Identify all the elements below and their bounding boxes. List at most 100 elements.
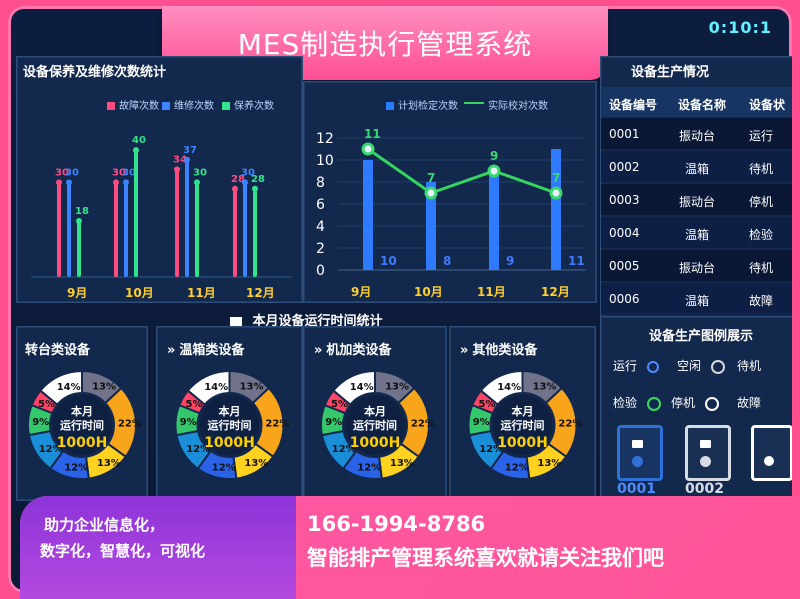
runtime-card-4-title: » 其他类设备 bbox=[460, 339, 537, 358]
maintenance-bar bbox=[185, 157, 189, 277]
runtime-center-line-1: 本月 bbox=[71, 404, 93, 418]
maintenance-value-label: 28 bbox=[251, 174, 265, 185]
runtime-center-line-2: 运行时间 bbox=[60, 418, 104, 432]
maintenance-bar bbox=[195, 180, 199, 277]
maintenance-value-label: 18 bbox=[75, 206, 89, 217]
runtime-donut-center bbox=[199, 395, 260, 455]
runtime-segment-label: 14% bbox=[204, 382, 228, 393]
cell-id-3: 0003 bbox=[609, 193, 640, 207]
cell-status-2: 待机 bbox=[749, 162, 774, 176]
machine-knob-icon-2 bbox=[700, 456, 711, 467]
maintenance-bar bbox=[67, 180, 71, 277]
inspection-actual-value: 7 bbox=[427, 171, 435, 185]
runtime-center-value: 1000H bbox=[57, 435, 108, 451]
runtime-card-3: » 机加类设备 13% 22% 13% 12% 12% 9% 5% 14% 本月 运行时间 1000H bbox=[303, 326, 447, 501]
runtime-segment-label: 13% bbox=[97, 458, 121, 469]
maintenance-value-label: 34 bbox=[173, 154, 187, 165]
maintenance-bar bbox=[175, 167, 179, 277]
header-device-status: 设备状 bbox=[749, 98, 786, 112]
legend-label-maintain: 保养次数 bbox=[234, 101, 274, 112]
runtime-segment-label: 5% bbox=[478, 399, 495, 410]
maintenance-value-label: 40 bbox=[132, 135, 146, 146]
runtime-donut-center bbox=[345, 395, 405, 455]
status-inspect-icon bbox=[646, 396, 661, 411]
runtime-center-value: 1000H bbox=[497, 435, 548, 451]
table-row bbox=[601, 151, 792, 182]
footer-purple-card: 助力企业信息化， 数字化，智慧化，可视化 bbox=[20, 496, 296, 599]
runtime-segment-label: 12% bbox=[186, 444, 210, 455]
maintenance-chart-panel: 设备保养及维修次数统计 故障次数 维修次数 保养次数 30 30 18 30 30 40 3… bbox=[16, 56, 303, 303]
inspection-actual-point bbox=[424, 186, 438, 200]
inspection-plan-value: 8 bbox=[443, 254, 451, 268]
inspection-month-9: 9月 bbox=[351, 285, 372, 299]
chevron-right-icon: » bbox=[314, 343, 323, 358]
machine-screen-icon-1 bbox=[632, 440, 643, 448]
runtime-card-1: 转台类设备 13% 22% 13% 12% 12% 9% 5% 14% 本月 运行时间 1000H bbox=[16, 326, 148, 501]
footer-slogan: 智能排产管理系统喜欢就请关注我们吧 bbox=[307, 546, 664, 570]
status-run: 运行 bbox=[613, 357, 659, 374]
table-row bbox=[601, 118, 792, 149]
inspection-y-tick: 8 bbox=[316, 175, 325, 191]
dashboard-frame: 0:10:1 MES制造执行管理系统 设备保养及维修次数统计 故障次数 维修次数… bbox=[8, 6, 792, 593]
inspection-y-tick: 6 bbox=[316, 197, 325, 213]
inspection-actual-line bbox=[367, 147, 557, 195]
runtime-title-text: 本月设备运行时间统计 bbox=[252, 314, 383, 329]
inspection-actual-point bbox=[487, 164, 501, 178]
cell-status-5: 待机 bbox=[749, 261, 774, 275]
maintenance-bar-cap bbox=[232, 185, 238, 192]
inspection-y-tick: 2 bbox=[316, 241, 325, 257]
status-legend-title: 设备生产图例展示 bbox=[649, 329, 754, 344]
runtime-segment-label: 13% bbox=[385, 382, 409, 393]
status-idle-icon bbox=[710, 359, 725, 374]
runtime-card-2-title: » 温箱类设备 bbox=[167, 339, 244, 358]
legend-label-actual: 实际校对次数 bbox=[488, 101, 548, 112]
maintenance-bar-cap bbox=[56, 179, 62, 186]
maintenance-value-label: 37 bbox=[183, 145, 197, 156]
inspection-plan-value: 9 bbox=[506, 254, 514, 268]
month-12: 12月 bbox=[246, 286, 275, 300]
inspection-actual-point bbox=[361, 142, 375, 156]
machine-id-2: 0002 bbox=[685, 481, 724, 497]
maintenance-value-label: 30 bbox=[122, 167, 136, 178]
runtime-center-value: 1000H bbox=[350, 435, 401, 451]
status-standby-label: 待机 bbox=[737, 359, 762, 373]
maintenance-value-label: 30 bbox=[112, 167, 126, 178]
inspection-plan-value: 11 bbox=[568, 254, 585, 268]
runtime-segment-label: 14% bbox=[497, 382, 521, 393]
legend-color-actual bbox=[464, 102, 484, 106]
runtime-segment-label: 14% bbox=[350, 382, 374, 393]
status-run-icon bbox=[646, 360, 659, 373]
runtime-center-line-1: 本月 bbox=[219, 404, 241, 418]
legend-color-maintain bbox=[222, 102, 230, 110]
inspection-y-tick: 4 bbox=[316, 219, 325, 235]
cell-id-2: 0002 bbox=[609, 160, 640, 174]
inspection-actual-value: 7 bbox=[552, 171, 560, 185]
table-header-row: 设备编号 设备名称 设备状 bbox=[601, 87, 792, 117]
legend-color-repair bbox=[162, 102, 170, 110]
cell-status-3: 停机 bbox=[749, 195, 774, 209]
runtime-segment-label: 9% bbox=[325, 417, 342, 428]
inspection-month-10: 10月 bbox=[414, 285, 443, 299]
runtime-segment-label: 12% bbox=[39, 444, 63, 455]
maintenance-bar-cap bbox=[184, 156, 190, 163]
runtime-segment-label: 22% bbox=[118, 418, 142, 429]
runtime-segment-label: 9% bbox=[473, 417, 490, 428]
clock-readout: 0:10:1 bbox=[708, 18, 772, 37]
cell-name-3: 振动台 bbox=[679, 195, 716, 209]
cell-status-6: 故障 bbox=[749, 294, 774, 308]
inspection-plan-bar bbox=[489, 171, 499, 270]
inspection-month-12: 12月 bbox=[541, 285, 570, 299]
status-idle: 空闲 bbox=[677, 357, 725, 374]
runtime-segment-label: 13% bbox=[533, 382, 557, 393]
runtime-segment-label: 9% bbox=[32, 417, 49, 428]
maintenance-bar bbox=[114, 180, 118, 277]
status-standby: 待机 bbox=[737, 357, 761, 374]
machine-icon-2 bbox=[685, 425, 731, 481]
maintenance-value-label: 30 bbox=[241, 167, 255, 178]
maintenance-bar bbox=[134, 148, 138, 277]
runtime-segment-label: 22% bbox=[411, 418, 435, 429]
runtime-segment-label: 12% bbox=[64, 463, 88, 474]
